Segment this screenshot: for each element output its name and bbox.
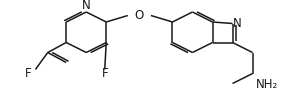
Text: F: F [101, 67, 108, 80]
Text: O: O [134, 9, 143, 22]
Text: N: N [82, 0, 91, 12]
Text: NH₂: NH₂ [256, 78, 278, 91]
Text: N: N [233, 17, 241, 30]
Text: F: F [24, 67, 31, 80]
